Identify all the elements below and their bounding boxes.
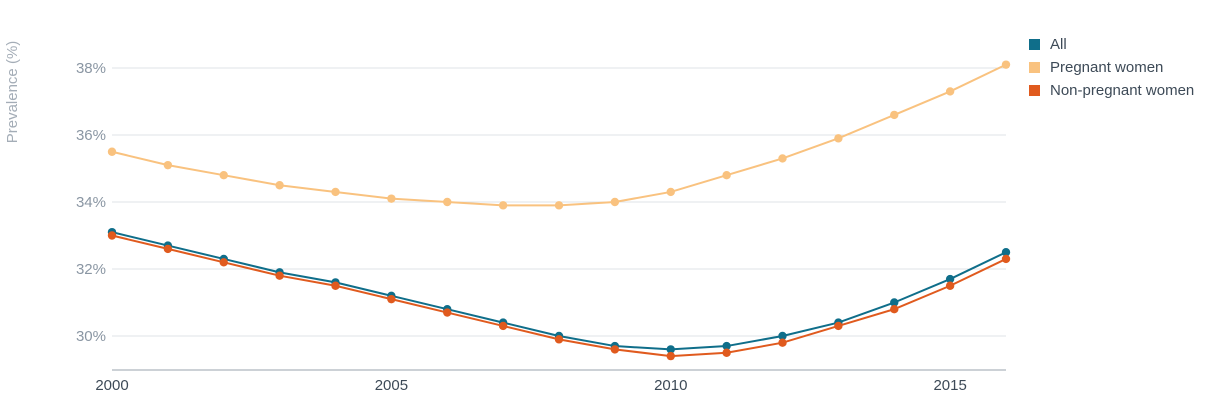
x-axis-ticks: 2000 2005 2010 2015 — [95, 377, 967, 394]
y-tick-label: 32% — [76, 261, 106, 278]
data-point — [331, 281, 340, 290]
x-tick-label: 2010 — [654, 377, 687, 394]
data-point — [945, 274, 955, 284]
legend: All Pregnant women Non-pregnant women — [1029, 33, 1194, 102]
data-point — [610, 197, 620, 207]
data-point — [778, 338, 787, 347]
x-tick-label: 2015 — [933, 377, 966, 394]
legend-label: Pregnant women — [1050, 59, 1164, 76]
legend-item[interactable]: Pregnant women — [1029, 56, 1194, 79]
data-point — [666, 187, 675, 197]
legend-label: Non-pregnant women — [1050, 82, 1195, 99]
data-point — [890, 305, 899, 314]
data-point — [387, 194, 396, 203]
data-point — [1001, 60, 1011, 69]
data-point — [443, 308, 452, 317]
x-tick-label: 2005 — [375, 377, 408, 394]
data-point — [163, 160, 173, 170]
x-tick-label: 2000 — [95, 377, 128, 394]
data-point — [219, 171, 228, 180]
series-group — [107, 60, 1011, 361]
y-tick-label: 38% — [76, 60, 106, 77]
data-point — [722, 171, 731, 180]
data-point — [498, 321, 508, 331]
data-point — [387, 294, 396, 304]
data-point — [666, 351, 675, 361]
data-point — [219, 258, 228, 267]
data-point — [834, 134, 843, 143]
y-tick-label: 34% — [76, 194, 106, 211]
data-point — [1001, 248, 1011, 257]
data-point — [722, 341, 731, 351]
data-point — [722, 348, 731, 357]
data-point — [945, 281, 955, 290]
y-axis-ticks: 30% 32% 34% 36% 38% — [76, 60, 106, 345]
data-point — [890, 298, 899, 307]
y-tick-label: 36% — [76, 127, 106, 144]
data-point — [163, 244, 173, 254]
data-point — [498, 201, 508, 210]
series-pregnant-women — [107, 60, 1011, 210]
series-all — [107, 227, 1011, 354]
legend-swatch — [1029, 85, 1040, 96]
data-point — [275, 271, 284, 280]
data-point — [107, 147, 117, 156]
legend-item[interactable]: Non-pregnant women — [1029, 79, 1194, 102]
data-point — [107, 231, 117, 240]
data-point — [945, 87, 955, 96]
legend-swatch — [1029, 39, 1040, 50]
data-point — [331, 187, 340, 197]
data-point — [275, 181, 284, 190]
y-axis-title: Prevalence (%) — [4, 41, 21, 144]
data-point — [610, 345, 620, 354]
legend-swatch — [1029, 62, 1040, 73]
legend-label: All — [1050, 36, 1067, 53]
data-point — [554, 335, 564, 344]
data-point — [778, 331, 787, 341]
y-tick-label: 30% — [76, 328, 106, 345]
data-point — [834, 321, 843, 331]
data-point — [1001, 254, 1011, 264]
data-point — [666, 345, 675, 354]
series-non-pregnant-women — [107, 231, 1011, 361]
legend-item[interactable]: All — [1029, 33, 1194, 56]
data-point — [890, 110, 899, 120]
data-point — [554, 201, 564, 210]
data-point — [443, 197, 452, 207]
data-point — [778, 154, 787, 163]
